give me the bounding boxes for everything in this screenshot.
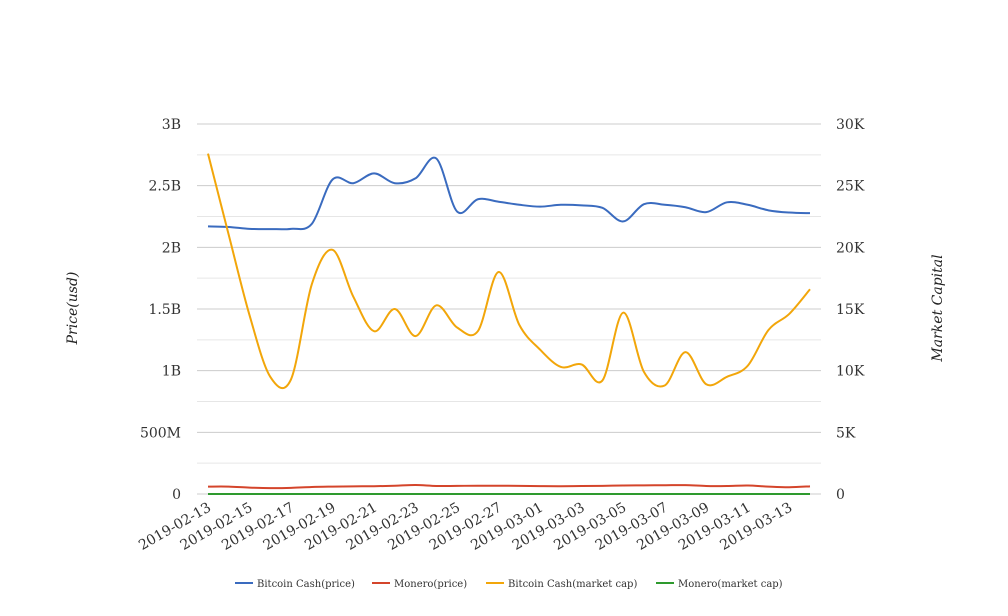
left-y-tick-label: 2B bbox=[162, 240, 181, 256]
legend-label: Bitcoin Cash(market cap) bbox=[508, 579, 637, 590]
legend-item-monero-price[interactable]: Monero(price) bbox=[372, 579, 467, 590]
right-y-tick-label: 5K bbox=[836, 425, 856, 441]
series-line-monero-price bbox=[207, 483, 811, 490]
left-y-tick-label: 500M bbox=[140, 425, 181, 441]
right-y-tick-label: 30K bbox=[836, 117, 865, 133]
left-y-axis-tick-labels: 0 500M 1B 1.5B 2B 2.5B 3B bbox=[140, 117, 181, 503]
series-line-bitcoin-cash-price bbox=[207, 156, 811, 231]
right-y-tick-label: 20K bbox=[836, 240, 865, 256]
legend: Bitcoin Cash(price) Monero(price) Bitcoin … bbox=[235, 579, 783, 590]
legend-label: Monero(market cap) bbox=[678, 579, 783, 590]
series-lines bbox=[207, 153, 811, 495]
grid-lines bbox=[197, 123, 821, 495]
right-y-axis-tick-labels: 0 5K 10K 15K 20K 25K 30K bbox=[836, 117, 865, 503]
legend-item-monero-market-cap[interactable]: Monero(market cap) bbox=[656, 579, 783, 590]
right-y-tick-label: 15K bbox=[836, 302, 865, 318]
right-y-axis-title: Market Capital bbox=[930, 254, 946, 362]
series-line-bitcoin-cash-market-cap bbox=[207, 153, 811, 390]
right-y-tick-label: 10K bbox=[836, 364, 865, 380]
right-y-tick-label: 0 bbox=[836, 487, 845, 503]
left-y-tick-label: 0 bbox=[172, 487, 181, 503]
legend-label: Monero(price) bbox=[394, 579, 467, 590]
left-y-tick-label: 2.5B bbox=[148, 179, 181, 195]
x-axis-tick-labels: 2019-02-132019-02-152019-02-172019-02-19… bbox=[136, 500, 795, 554]
left-y-tick-label: 1.5B bbox=[148, 302, 181, 318]
left-y-axis-title: Price(usd) bbox=[65, 272, 81, 346]
legend-item-bitcoin-cash-market-cap[interactable]: Bitcoin Cash(market cap) bbox=[486, 579, 637, 590]
legend-item-bitcoin-cash-price[interactable]: Bitcoin Cash(price) bbox=[235, 579, 355, 590]
left-y-tick-label: 1B bbox=[162, 364, 181, 380]
left-y-tick-label: 3B bbox=[162, 117, 181, 133]
legend-label: Bitcoin Cash(price) bbox=[257, 579, 355, 590]
right-y-tick-label: 25K bbox=[836, 179, 865, 195]
